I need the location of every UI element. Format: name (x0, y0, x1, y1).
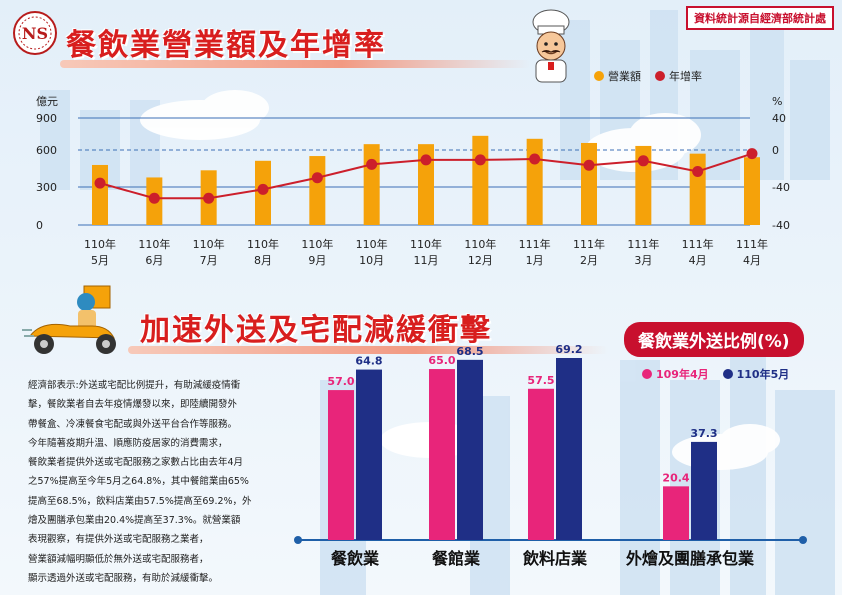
body-line: 之57%提高至今年5月之64.8%，其中餐館業由65% (28, 476, 249, 488)
x-tick-month: 1月 (526, 254, 544, 267)
legend-label-109: 109年4月 (656, 368, 709, 381)
revenue-bar (689, 153, 706, 225)
body-line: 營業額減幅明顯低於無外送或宅配服務者， (28, 553, 209, 565)
body-line: 餐飲業者提供外送或宅配服務之家數占比由去年4月 (28, 457, 244, 469)
body-line: 顯示透過外送或宅配服務，有助於減緩衝擊。 (28, 572, 219, 584)
legend-label-revenue: 營業額 (608, 70, 641, 83)
revenue-bar (309, 156, 326, 225)
growth-point (257, 183, 269, 195)
x-tick-year: 110年 (193, 237, 225, 251)
x-tick-year: 111年 (573, 237, 605, 251)
left-tick-label: 900 (36, 112, 57, 125)
x-tick-year: 111年 (682, 237, 714, 251)
right-tick-label: -40 (772, 219, 790, 232)
revenue-bar (363, 144, 380, 225)
x-tick-month: 7月 (200, 254, 218, 267)
x-tick-month: 2月 (580, 254, 598, 267)
x-tick-year: 111年 (627, 237, 659, 251)
logo: NS (13, 11, 57, 55)
page-title: 餐飲業營業額及年增率 (66, 28, 386, 63)
legend-swatch-bar (594, 71, 604, 81)
body-line: 擊，餐飲業者自去年疫情爆發以來，即陸續開發外 (28, 399, 238, 411)
x-tick-month: 11月 (414, 254, 439, 267)
growth-point (637, 155, 649, 167)
x-tick-year: 110年 (301, 237, 333, 251)
left-tick-label: 300 (36, 181, 57, 194)
x-tick-month: 8月 (254, 254, 272, 267)
body-line: 燴及團膳承包業由20.4%提高至37.3%。就營業額 (28, 515, 241, 527)
x-tick-year: 111年 (519, 237, 551, 251)
x-tick-month: 9月 (308, 254, 326, 267)
revenue-bar (581, 142, 597, 225)
revenue-bar (526, 138, 543, 225)
x-tick-year: 110年 (356, 237, 388, 251)
growth-point (203, 192, 215, 204)
revenue-bar (472, 135, 489, 225)
legend-label-growth: 年增率 (669, 70, 702, 83)
body-line: 今年隨著疫期升溫、順應防疫居家的消費需求， (28, 437, 228, 449)
right-axis-unit: % (772, 95, 782, 108)
body-line: 帶餐盒、冷凍餐食宅配或與外送平台合作等服務。 (28, 418, 238, 430)
body-paragraph: 經濟部表示:外送或宅配比例提升，有助減緩疫情衝 擊，餐飲業者自去年疫情爆發以來，… (28, 376, 296, 588)
x-tick-month: 4月 (743, 254, 761, 267)
revenue-bar (744, 157, 760, 225)
left-tick-label: 600 (36, 144, 57, 157)
growth-point (420, 154, 432, 166)
chef-illustration (532, 9, 570, 83)
right-tick-label: 40 (772, 112, 786, 125)
svg-text:NS: NS (22, 24, 48, 43)
x-tick-year: 110年 (247, 237, 279, 251)
title2-underline (128, 346, 608, 354)
right-tick-label: -40 (772, 181, 790, 194)
right-tick-label: 0 (772, 144, 779, 157)
x-tick-year: 110年 (464, 237, 496, 251)
scooter-delivery-illustration (22, 285, 116, 354)
x-tick-month: 12月 (468, 254, 493, 267)
legend-revenue-chart: 營業額 年增率 (594, 68, 702, 84)
x-tick-month: 3月 (634, 254, 652, 267)
legend-delivery-chart: 109年4月 110年5月 (642, 366, 789, 382)
revenue-bar (92, 164, 108, 225)
revenue-bar (635, 145, 652, 225)
revenue-growth-chart: 億元 % 900 600 300 0 40 0 -40 -40 110年 5月 110年 6月 110年 7月… (36, 95, 790, 267)
growth-point (692, 166, 704, 177)
x-tick-year: 110年 (138, 237, 170, 251)
growth-point (94, 177, 106, 189)
legend-item-revenue: 營業額 (594, 68, 641, 84)
growth-point (529, 153, 541, 165)
growth-point (474, 154, 486, 166)
x-tick-month: 5月 (91, 254, 109, 267)
delivery-ratio-badge: 餐飲業外送比例(%) (624, 322, 804, 357)
legend-swatch-110 (722, 369, 733, 379)
left-axis-unit: 億元 (36, 95, 58, 108)
x-tick-month: 10月 (359, 254, 384, 267)
body-line: 提高至68.5%，飲料店業由57.5%提高至69.2%，外 (28, 495, 252, 507)
growth-point (746, 148, 758, 160)
growth-point (583, 159, 595, 171)
x-tick-year: 110年 (84, 237, 116, 251)
legend-label-110: 110年5月 (736, 368, 790, 381)
body-line: 表現觀察，有提供外送或宅配服務之業者， (28, 534, 209, 546)
legend-item-109: 109年4月 (642, 366, 709, 382)
section-title: 加速外送及宅配減緩衝擊 (140, 313, 492, 348)
legend-item-110: 110年5月 (722, 366, 790, 382)
legend-swatch-109 (642, 369, 652, 379)
growth-point (311, 172, 323, 184)
source-tag: 資料統計源自經濟部統計處 (686, 6, 834, 30)
growth-point (366, 158, 378, 170)
title1-underline (60, 60, 530, 68)
left-tick-label: 0 (36, 219, 43, 232)
x-tick-month: 4月 (689, 254, 707, 267)
revenue-bar (418, 144, 434, 225)
x-tick-year: 111年 (736, 237, 768, 251)
legend-swatch-line (655, 71, 665, 81)
x-tick-year: 110年 (410, 237, 442, 251)
x-tick-month: 6月 (145, 254, 163, 267)
body-line: 經濟部表示:外送或宅配比例提升，有助減緩疫情衝 (28, 380, 241, 391)
growth-point (148, 192, 160, 204)
legend-item-growth: 年增率 (655, 68, 702, 84)
